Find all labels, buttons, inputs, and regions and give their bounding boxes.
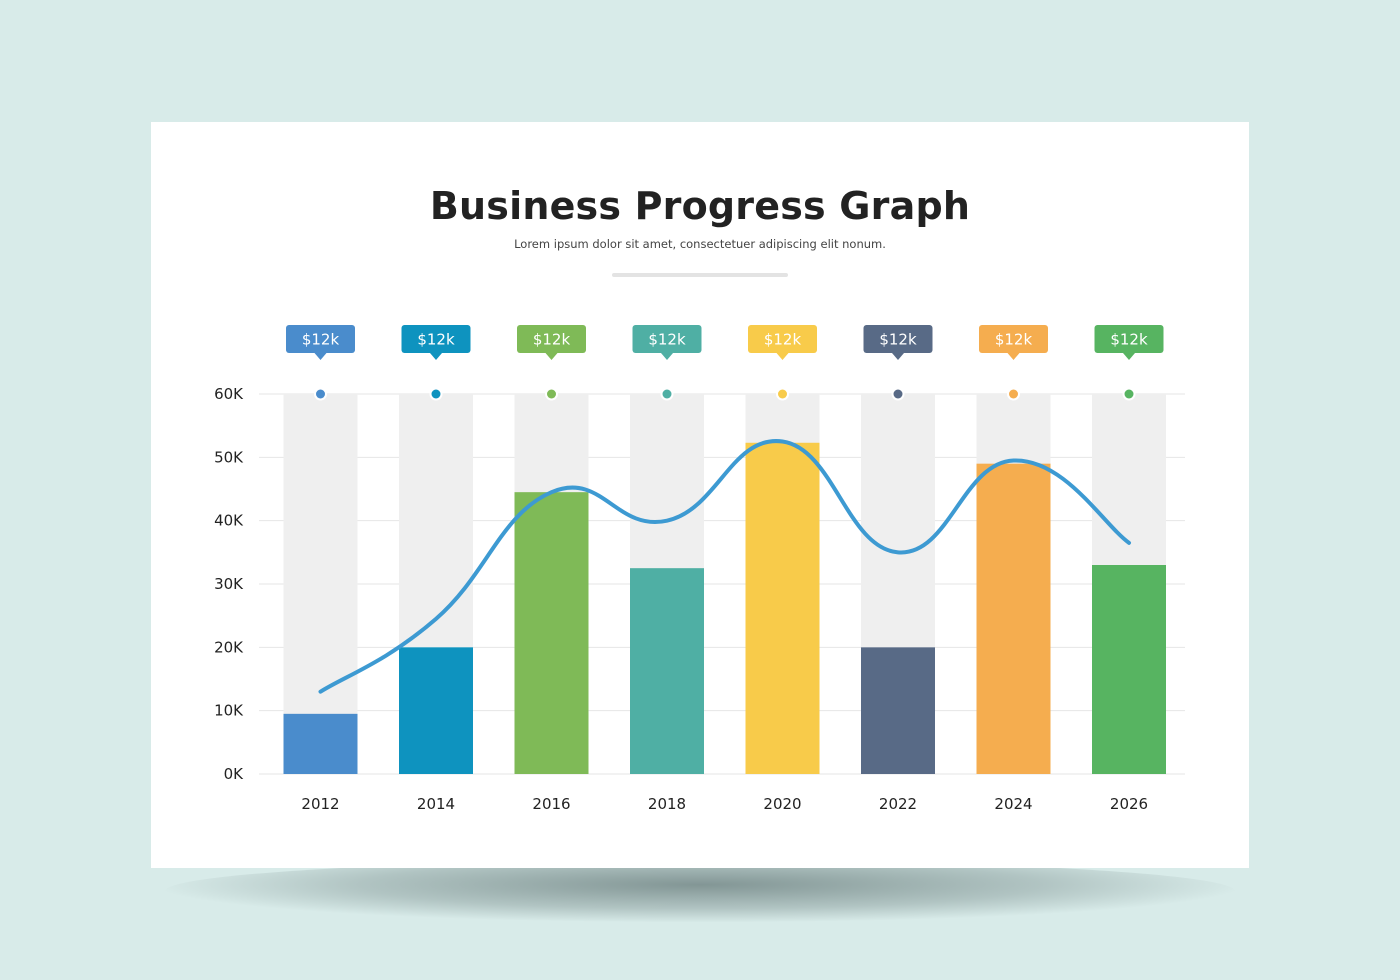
- value-badge: [979, 325, 1048, 353]
- bar-2020: [745, 442, 820, 774]
- x-tick-label: 2024: [994, 795, 1032, 813]
- y-tick-label: 0K: [224, 765, 245, 783]
- bar-2018: [630, 568, 704, 774]
- x-tick-label: 2020: [763, 795, 801, 813]
- bar-2014: [399, 647, 473, 774]
- badge-pointer: [661, 353, 673, 360]
- badge-pointer: [430, 353, 442, 360]
- badge-label: $12k: [879, 331, 917, 349]
- badge-label: $12k: [648, 331, 686, 349]
- badge-label: $12k: [417, 331, 455, 349]
- badge-pointer: [892, 353, 904, 360]
- badge-label: $12k: [533, 331, 571, 349]
- bar-2016: [514, 492, 589, 774]
- badge-pointer: [1123, 353, 1135, 360]
- value-badge: [286, 325, 355, 353]
- dot-marker: [547, 389, 556, 399]
- card-shadow: [165, 860, 1235, 922]
- x-tick-label: 2026: [1110, 795, 1148, 813]
- badge-pointer: [314, 353, 327, 360]
- badge-label: $12k: [995, 331, 1033, 349]
- x-tick-label: 2018: [648, 795, 686, 813]
- y-tick-label: 30K: [214, 575, 244, 593]
- badge-pointer: [545, 353, 558, 360]
- badge-pointer: [1007, 353, 1020, 360]
- bar-2012: [283, 713, 358, 774]
- bar-chart: 0K 10K 20K 30K 40K 50K 60K $12k 2012 $12k 2014 $12k…: [214, 325, 1185, 813]
- badge-label: $12k: [764, 331, 802, 349]
- x-tick-label: 2016: [532, 795, 570, 813]
- dot-marker: [778, 389, 787, 399]
- dot-marker: [662, 389, 672, 399]
- bar-2024: [976, 463, 1051, 774]
- badge-label: $12k: [302, 331, 340, 349]
- bar-2022: [861, 647, 935, 774]
- chart-title: Business Progress Graph: [429, 184, 971, 228]
- value-badge: [863, 325, 933, 353]
- value-badge: [1094, 325, 1164, 353]
- x-tick-label: 2014: [417, 795, 455, 813]
- y-tick-label: 20K: [214, 638, 244, 656]
- value-badge: [517, 325, 586, 353]
- x-tick-label: 2012: [301, 795, 339, 813]
- chart-subtitle: Lorem ipsum dolor sit amet, consectetuer…: [514, 237, 886, 251]
- dot-marker: [1009, 389, 1018, 399]
- badge-label: $12k: [1110, 331, 1148, 349]
- title-divider: [612, 273, 788, 277]
- chart-card: Business Progress Graph Lorem ipsum dolo…: [151, 122, 1249, 868]
- y-tick-label: 60K: [214, 385, 244, 403]
- x-tick-label: 2022: [879, 795, 917, 813]
- dot-marker: [316, 389, 325, 399]
- value-badge: [748, 325, 817, 353]
- value-badge: [401, 325, 471, 353]
- bar-track: [283, 394, 358, 774]
- y-tick-label: 40K: [214, 512, 244, 530]
- dot-marker: [893, 389, 903, 399]
- value-badge: [632, 325, 702, 353]
- dot-marker: [1124, 389, 1134, 399]
- y-tick-label: 50K: [214, 448, 244, 466]
- dot-marker: [431, 389, 441, 399]
- trend-line: [318, 439, 1131, 694]
- y-tick-label: 10K: [214, 702, 244, 720]
- badge-pointer: [776, 353, 789, 360]
- bar-2026: [1092, 565, 1166, 774]
